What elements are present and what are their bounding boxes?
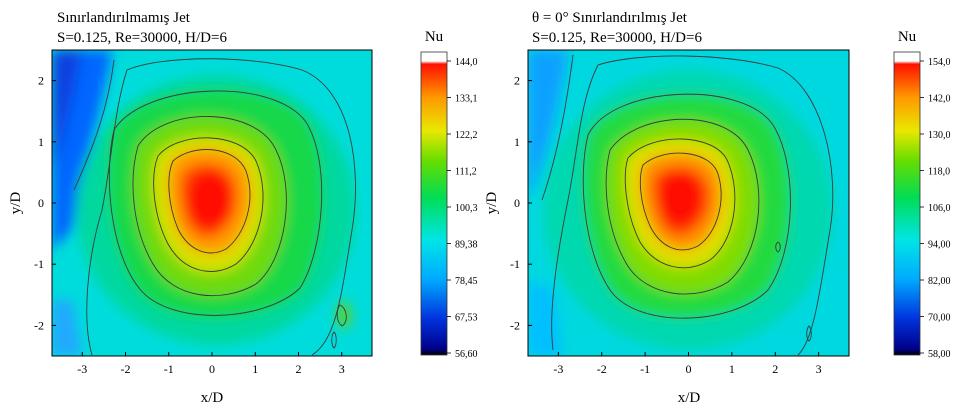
colorbar-tick-label: 118,0 — [928, 167, 950, 178]
colorbar-tick-label: 154,0 — [928, 57, 951, 68]
left-y-ticks: 2 1 0 -1 -2 — [34, 74, 56, 332]
x-tick-label: 3 — [816, 362, 822, 376]
colorbar-tick-label: 67,53 — [455, 313, 478, 324]
x-tick-label: 3 — [339, 362, 345, 376]
colorbar-tick-label: 142,0 — [928, 94, 951, 105]
left-colorbar — [420, 51, 448, 356]
x-tick-label: -2 — [597, 362, 607, 376]
y-tick-label: -1 — [510, 257, 520, 271]
right-ylabel: y/D — [484, 192, 500, 215]
x-tick-label: -1 — [640, 362, 650, 376]
right-subtitle: S=0.125, Re=30000, H/D=6 — [532, 30, 702, 46]
left-xlabel: x/D — [201, 390, 224, 406]
left-x-ticks: -3 -2 -1 0 1 2 3 — [77, 352, 345, 376]
colorbar-tick-label: 130,0 — [928, 130, 951, 141]
right-y-ticks: 2 1 0 -1 -2 — [510, 74, 532, 332]
y-tick-label: 2 — [38, 74, 44, 88]
y-tick-label: 0 — [514, 196, 520, 210]
left-plot-area — [52, 50, 372, 356]
x-tick-label: -3 — [77, 362, 87, 376]
left-title: Sınırlandırılmamış Jet — [57, 10, 191, 26]
colorbar-tick-label: 56,60 — [455, 349, 478, 360]
x-tick-label: 1 — [729, 362, 735, 376]
y-tick-label: 1 — [514, 135, 520, 149]
colorbar-tick-label: 111,2 — [455, 167, 477, 178]
colorbar-tick-label: 100,3 — [455, 203, 478, 214]
colorbar-tick-label: 144,0 — [455, 57, 478, 68]
y-tick-label: 2 — [514, 74, 520, 88]
x-tick-label: 0 — [209, 362, 215, 376]
right-colorbar — [893, 51, 921, 356]
colorbar-tick-label: 78,45 — [455, 276, 478, 287]
right-plot-area — [528, 50, 849, 356]
right-colorbar-title: Nu — [898, 29, 917, 45]
left-subtitle: S=0.125, Re=30000, H/D=6 — [57, 30, 227, 46]
colorbar-tick-label: 106,0 — [928, 203, 951, 214]
x-tick-label: -2 — [121, 362, 131, 376]
x-tick-label: -3 — [553, 362, 563, 376]
colorbar-tick-label: 82,00 — [928, 276, 951, 287]
y-tick-label: 0 — [38, 196, 44, 210]
left-ylabel: y/D — [8, 192, 24, 215]
colorbar-tick-label: 58,00 — [928, 349, 951, 360]
right-colorbar-ticks: 154,0 142,0 130,0 118,0 106,0 94,00 82,00 70,00… — [920, 57, 951, 360]
x-tick-label: 1 — [252, 362, 258, 376]
left-colorbar-title: Nu — [425, 29, 444, 45]
right-x-ticks: -3 -2 -1 0 1 2 3 — [553, 352, 822, 376]
x-tick-label: 2 — [295, 362, 301, 376]
left-panel: Sınırlandırılmamış Jet S=0.125, Re=30000… — [8, 10, 478, 406]
colorbar-tick-label: 70,00 — [928, 313, 951, 324]
x-tick-label: 0 — [686, 362, 692, 376]
colorbar-tick-label: 94,00 — [928, 240, 951, 251]
y-tick-label: -1 — [34, 257, 44, 271]
y-tick-label: -2 — [34, 318, 44, 332]
x-tick-label: -1 — [164, 362, 174, 376]
x-tick-label: 2 — [772, 362, 778, 376]
y-tick-label: -2 — [510, 318, 520, 332]
colorbar-tick-label: 122,2 — [455, 130, 478, 141]
colorbar-tick-label: 133,1 — [455, 94, 478, 105]
right-panel: θ = 0° Sınırlandırılmış Jet S=0.125, Re=… — [484, 10, 951, 406]
left-colorbar-ticks: 144,0 133,1 122,2 111,2 100,3 89,38 78,45 67,53… — [447, 57, 478, 360]
right-xlabel: x/D — [678, 390, 701, 406]
right-title: θ = 0° Sınırlandırılmış Jet — [532, 10, 688, 26]
y-tick-label: 1 — [38, 135, 44, 149]
colorbar-tick-label: 89,38 — [455, 240, 478, 251]
